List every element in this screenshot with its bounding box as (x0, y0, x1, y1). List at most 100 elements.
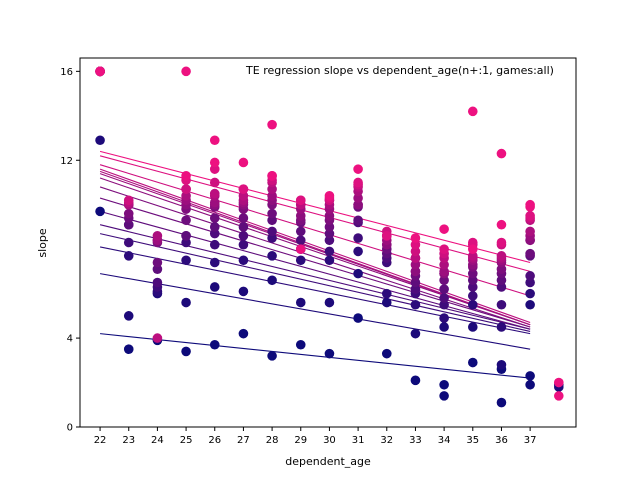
x-tick-label: 28 (266, 435, 279, 446)
data-point-11-4 (209, 188, 220, 199)
y-tick-label: 12 (60, 156, 73, 167)
data-point-6-2 (152, 257, 163, 268)
data-point-4-5 (238, 231, 249, 241)
data-point-2-5 (238, 255, 249, 266)
regression-line-1 (99, 273, 531, 350)
data-point-0-11 (410, 375, 421, 386)
data-point-0-7 (295, 339, 306, 350)
data-point-5-2 (152, 264, 163, 274)
data-point-11-14 (496, 251, 507, 261)
data-point-2-9 (353, 246, 363, 257)
data-point-0-16 (496, 397, 507, 408)
regression-line-11 (99, 168, 531, 324)
data-point-14-10 (353, 164, 363, 174)
data-point-4-4 (209, 228, 220, 239)
regression-line-6 (99, 197, 531, 328)
data-point-3-13 (467, 291, 478, 301)
data-point-9-12 (439, 266, 449, 277)
data-point-14-14 (467, 106, 478, 117)
data-point-1-3 (181, 297, 191, 308)
data-point-2-6 (267, 251, 277, 261)
data-point-6-8 (324, 222, 335, 232)
data-point-2-13 (467, 299, 478, 310)
data-point-0-8 (324, 348, 335, 359)
data-point-11-11 (410, 253, 421, 263)
data-point-5-13 (467, 275, 478, 286)
data-point-0-18 (525, 379, 535, 390)
data-point-5-9 (353, 215, 363, 226)
x-tick-label: 26 (208, 435, 221, 446)
data-point-1-6 (267, 275, 277, 286)
data-point-14-12 (439, 224, 449, 234)
data-point-5-5 (238, 222, 249, 232)
data-point-14-20 (553, 377, 564, 388)
x-tick-label: 32 (380, 435, 393, 446)
x-axis-ticks: 22 23 24 25 26 27 28 29 30 31 32 33 34 35 36 37 (94, 427, 537, 446)
data-point-4-11 (410, 284, 421, 294)
data-point-12-10 (410, 246, 421, 257)
data-point-13-2 (209, 164, 220, 174)
x-tick-label: 23 (122, 435, 135, 446)
data-point-10-15 (525, 226, 535, 237)
data-point-5-14 (496, 275, 507, 286)
data-point-4-13 (467, 282, 478, 292)
data-point-2-7 (295, 255, 306, 266)
data-point-4-14 (496, 282, 507, 292)
x-tick-label: 29 (294, 435, 307, 446)
data-point-3-5 (238, 239, 249, 250)
data-point-5-12 (439, 284, 449, 294)
data-point-0-6 (267, 351, 277, 361)
data-point-6-3 (181, 215, 191, 226)
data-point-3-6 (267, 233, 277, 243)
data-point-3-9 (353, 233, 363, 243)
data-point-5-3 (181, 231, 191, 241)
data-point-4-6 (267, 226, 277, 237)
data-point-0-13 (439, 391, 449, 401)
data-point-5-7 (295, 226, 306, 237)
data-point-0-4 (209, 339, 220, 350)
data-point-0-14 (467, 357, 478, 368)
x-axis-label: dependent_age (285, 455, 371, 468)
data-point-0-12 (439, 379, 449, 390)
data-point-14-2 (181, 66, 191, 77)
data-point-5-4 (209, 222, 220, 232)
x-tick-label: 37 (524, 435, 537, 446)
regression-line-7 (99, 186, 531, 328)
data-point-4-7 (295, 235, 306, 246)
data-point-0-3 (181, 346, 191, 357)
data-point-13-8 (381, 231, 392, 241)
regression-line-14 (99, 150, 531, 264)
data-point-1-1 (123, 311, 134, 321)
data-point-11-5 (238, 191, 249, 201)
data-point-1-7 (295, 297, 306, 308)
data-point-6-4 (209, 213, 220, 223)
data-point-1-9 (353, 268, 363, 279)
data-point-14-0 (95, 66, 105, 77)
data-point-12-1 (123, 195, 134, 206)
regression-line-0 (100, 333, 531, 379)
data-point-3-4 (209, 239, 220, 250)
x-tick-label: 27 (237, 435, 250, 446)
plot-frame (79, 57, 577, 428)
regression-line-4 (99, 224, 531, 330)
data-point-2-1 (123, 251, 134, 261)
regression-lines (99, 150, 531, 379)
data-point-0-0 (95, 206, 105, 217)
data-point-12-3 (209, 177, 220, 188)
data-point-14-13 (467, 244, 478, 254)
data-point-1-12 (439, 322, 449, 332)
data-point-13-3 (238, 184, 249, 194)
data-point-4-15 (525, 271, 535, 281)
x-tick-label: 35 (466, 435, 479, 446)
data-point-2-4 (209, 257, 220, 268)
data-point-5-8 (324, 228, 335, 239)
data-point-13-7 (353, 177, 363, 188)
data-point-14-5 (238, 157, 249, 168)
data-point-8-7 (295, 211, 306, 221)
data-point-0-1 (123, 344, 134, 354)
data-point-0-5 (238, 328, 249, 339)
data-point-10-12 (439, 259, 449, 270)
data-point-13-11 (467, 237, 478, 248)
data-point-14-16 (496, 148, 507, 159)
